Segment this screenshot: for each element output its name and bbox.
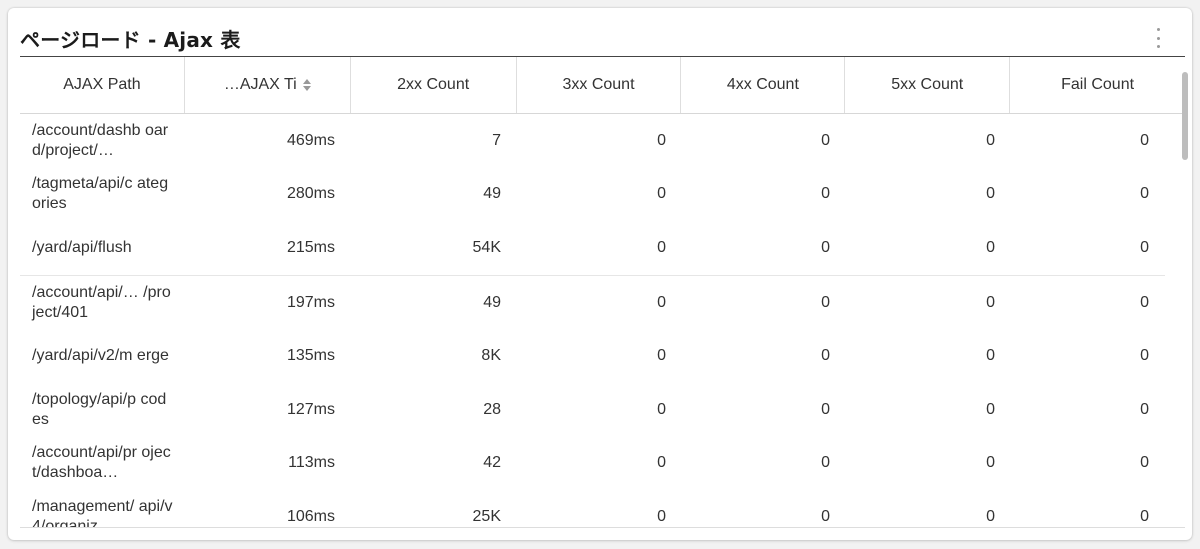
cell-time: 113ms bbox=[288, 454, 335, 472]
kebab-menu-icon[interactable] bbox=[1154, 28, 1162, 48]
cell-time: 135ms bbox=[286, 347, 335, 365]
cell-c4xx: 0 bbox=[821, 347, 830, 365]
cell-c3xx: 0 bbox=[657, 238, 666, 256]
cell-c4xx: 0 bbox=[821, 238, 830, 256]
cell-c3xx: 0 bbox=[657, 131, 666, 149]
table-row[interactable]: /account/api/pr oject/dashboa… 113ms 42 0 0 0… bbox=[20, 437, 1165, 491]
cell-time: 469ms bbox=[286, 131, 335, 149]
table-row[interactable]: /yard/api/v2/m erge 135ms 8K 0 0 0 0 bbox=[20, 329, 1165, 383]
cell-path: /account/api/… /project/401 bbox=[32, 283, 171, 321]
table-row[interactable]: /tagmeta/api/c ategories 280ms 49 0 0 0 0 bbox=[20, 168, 1165, 222]
cell-c5xx: 0 bbox=[986, 131, 995, 149]
cell-c5xx: 0 bbox=[986, 347, 995, 365]
column-header-3xx-count[interactable]: 3xx Count bbox=[517, 57, 682, 113]
cell-c3xx: 0 bbox=[657, 185, 666, 203]
cell-c4xx: 0 bbox=[821, 507, 830, 525]
cell-c2xx: 28 bbox=[483, 400, 501, 418]
cell-c2xx: 7 bbox=[492, 131, 501, 149]
vertical-scrollbar[interactable] bbox=[1182, 72, 1188, 160]
cell-c3xx: 0 bbox=[657, 347, 666, 365]
cell-fail: 0 bbox=[1140, 293, 1149, 311]
cell-c4xx: 0 bbox=[821, 131, 830, 149]
cell-time: 215ms bbox=[286, 238, 335, 256]
cell-c2xx: 42 bbox=[483, 454, 501, 472]
cell-path: /topology/api/p codes bbox=[32, 390, 167, 428]
cell-path: /tagmeta/api/c ategories bbox=[32, 175, 169, 213]
ajax-table: AJAX Path …AJAX Ti 2xx Count 3xx Count 4… bbox=[20, 56, 1185, 528]
table-row[interactable]: /management/ api/v4/organiz… 106ms 25K 0 0 0 0 bbox=[20, 490, 1165, 528]
table-row[interactable]: /topology/api/p codes 127ms 28 0 0 0 0 bbox=[20, 383, 1165, 437]
cell-c5xx: 0 bbox=[986, 454, 995, 472]
cell-path: /management/ api/v4/organiz… bbox=[32, 497, 173, 528]
column-header-4xx-count[interactable]: 4xx Count bbox=[681, 57, 846, 113]
cell-c5xx: 0 bbox=[986, 185, 995, 203]
column-header-ajax-path[interactable]: AJAX Path bbox=[20, 57, 185, 113]
cell-c2xx: 54K bbox=[472, 238, 501, 256]
column-header-ajax-time-label: …AJAX Ti bbox=[223, 76, 297, 93]
cell-c5xx: 0 bbox=[986, 507, 995, 525]
table-body: /account/dashb oard/project/… 469ms 7 0 0 0 0/… bbox=[20, 114, 1165, 528]
table-row[interactable]: /account/api/… /project/401 197ms 49 0 0 0 0 bbox=[20, 276, 1165, 330]
cell-c4xx: 0 bbox=[821, 454, 830, 472]
cell-path: /yard/api/v2/m erge bbox=[32, 347, 169, 365]
cell-time: 280ms bbox=[286, 185, 335, 203]
cell-fail: 0 bbox=[1140, 131, 1149, 149]
cell-fail: 0 bbox=[1140, 400, 1149, 418]
cell-path: /yard/api/flush bbox=[32, 238, 132, 256]
cell-fail: 0 bbox=[1140, 238, 1149, 256]
column-header-fail-count[interactable]: Fail Count bbox=[1061, 76, 1135, 93]
cell-c2xx: 49 bbox=[483, 185, 501, 203]
column-header-5xx-count[interactable]: 5xx Count bbox=[845, 57, 1011, 113]
cell-c5xx: 0 bbox=[986, 238, 995, 256]
cell-fail: 0 bbox=[1140, 185, 1149, 203]
cell-path: /account/dashb oard/project/… bbox=[32, 121, 169, 159]
cell-c3xx: 0 bbox=[657, 507, 666, 525]
cell-c5xx: 0 bbox=[986, 400, 995, 418]
sort-icon[interactable] bbox=[302, 79, 311, 91]
cell-fail: 0 bbox=[1140, 347, 1149, 365]
ajax-table-panel: ページロード - Ajax 表 AJAX Path …AJAX Ti 2xx C… bbox=[8, 8, 1192, 540]
cell-fail: 0 bbox=[1140, 507, 1149, 525]
cell-c2xx: 25K bbox=[472, 507, 501, 525]
column-header-ajax-time[interactable]: …AJAX Ti bbox=[185, 57, 351, 113]
cell-c5xx: 0 bbox=[986, 293, 995, 311]
cell-c2xx: 49 bbox=[483, 293, 501, 311]
cell-c4xx: 0 bbox=[821, 293, 830, 311]
cell-fail: 0 bbox=[1140, 454, 1149, 472]
cell-time: 197ms bbox=[286, 293, 335, 311]
cell-c2xx: 8K bbox=[481, 347, 501, 365]
cell-time: 106ms bbox=[286, 507, 335, 525]
cell-c3xx: 0 bbox=[657, 293, 666, 311]
table-row[interactable]: /account/dashb oard/project/… 469ms 7 0 0 0 0 bbox=[20, 114, 1165, 168]
cell-path: /account/api/pr oject/dashboa… bbox=[32, 444, 171, 482]
panel-title: ページロード - Ajax 表 bbox=[20, 28, 241, 52]
cell-c3xx: 0 bbox=[657, 400, 666, 418]
cell-c4xx: 0 bbox=[821, 400, 830, 418]
table-row[interactable]: /yard/api/flush 215ms 54K 0 0 0 0 bbox=[20, 221, 1165, 276]
column-header-2xx-count[interactable]: 2xx Count bbox=[351, 57, 517, 113]
cell-time: 127ms bbox=[286, 400, 335, 418]
table-header: AJAX Path …AJAX Ti 2xx Count 3xx Count 4… bbox=[20, 57, 1185, 114]
cell-c3xx: 0 bbox=[657, 454, 666, 472]
cell-c4xx: 0 bbox=[821, 185, 830, 203]
